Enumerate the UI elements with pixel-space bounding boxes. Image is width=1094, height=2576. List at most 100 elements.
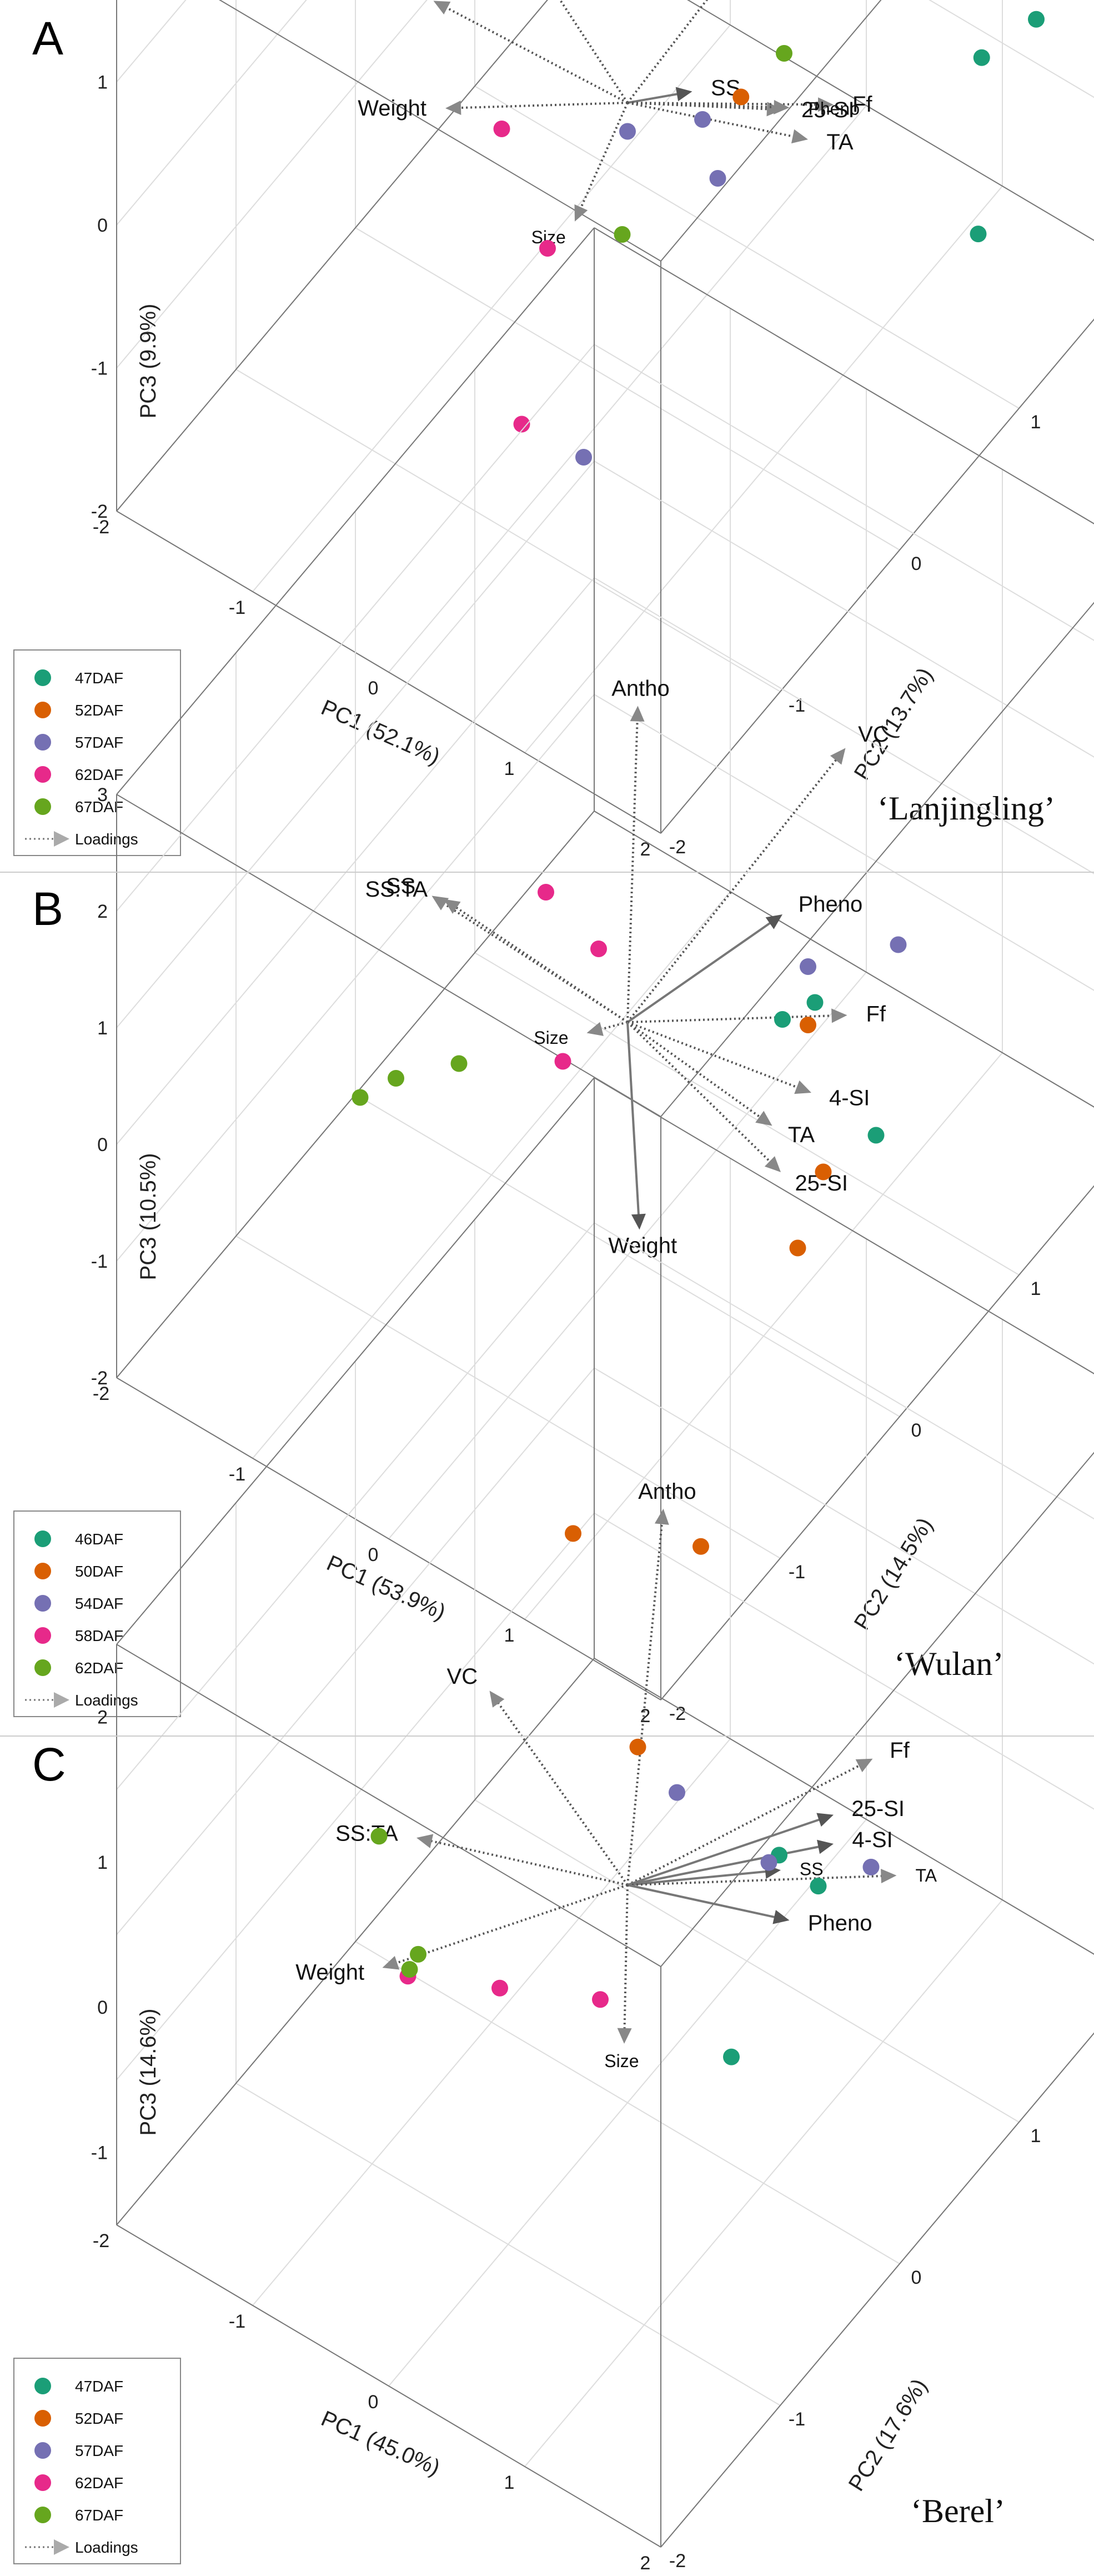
legend-entry: 57DAF <box>75 2442 123 2459</box>
loading-arrow-weight <box>390 1884 628 1966</box>
loading-arrow-ss <box>438 899 629 1023</box>
data-point-67daf <box>370 1828 388 1845</box>
loading-arrowhead <box>382 1955 400 1970</box>
loading-arrow-4-si <box>627 1021 804 1091</box>
pc1-tick-label: -2 <box>93 2230 109 2252</box>
loading-arrow-ta <box>626 1021 766 1122</box>
data-point-47daf <box>810 1878 827 1895</box>
data-point-46daf <box>867 1127 885 1144</box>
loading-label: 25-SI <box>851 1797 905 1821</box>
loading-arrowhead <box>755 1111 772 1126</box>
data-point-62daf <box>592 1991 609 2008</box>
legend-entry: 54DAF <box>75 1595 123 1612</box>
box-edge <box>660 1452 1094 1967</box>
loading-arrowhead <box>881 1868 897 1883</box>
loading-label: Ff <box>852 92 872 117</box>
data-point-67daf <box>401 1961 418 1978</box>
loading-label: SS:TA <box>365 877 428 902</box>
data-point-52daf <box>692 1538 709 1555</box>
legend-marker <box>34 2410 51 2427</box>
pc1-tick-label: 0 <box>368 678 379 699</box>
data-point-50daf <box>800 1017 816 1033</box>
data-point-52daf <box>629 1738 646 1755</box>
data-point-57daf <box>669 1784 685 1801</box>
data-point-46daf <box>806 994 824 1011</box>
data-point-57daf <box>760 1854 777 1871</box>
pc1-tick-label: 2 <box>640 2553 651 2574</box>
loading-arrow-antho <box>626 1517 664 1885</box>
loading-arrow-weight <box>626 1022 640 1221</box>
pc3-tick-label: 1 <box>97 1852 108 1873</box>
loading-label: Weight <box>358 96 426 121</box>
legend-entry: 52DAF <box>75 2410 123 2427</box>
grid-line <box>594 811 1094 1108</box>
data-point-57daf <box>619 123 636 140</box>
legend-loadings-arrowhead <box>54 831 69 847</box>
pc2-tick-label: 0 <box>911 1420 922 1441</box>
box-edge <box>660 0 882 262</box>
loading-arrow-antho <box>626 0 709 104</box>
legend-entry: 67DAF <box>75 798 123 816</box>
loading-arrowhead <box>764 1156 781 1172</box>
box-edge <box>660 1185 1094 1700</box>
grid-line <box>594 577 1094 874</box>
legend-entry: Loadings <box>75 1692 138 1709</box>
pc3-tick-label: 2 <box>97 1707 108 1728</box>
box-edge <box>660 602 1094 1117</box>
data-point-62daf <box>352 1089 369 1106</box>
loading-label: Pheno <box>808 99 860 119</box>
pc2-tick-label: 1 <box>1031 2125 1041 2147</box>
loading-arrowhead <box>831 1008 847 1023</box>
pc1-tick-label: 1 <box>504 1625 515 1646</box>
cultivar-label: ‘Wulan’ <box>894 1645 1004 1682</box>
grid-line <box>355 227 900 551</box>
box-edge <box>218 0 661 262</box>
loading-label: Pheno <box>799 892 863 917</box>
loading-arrow-vc <box>559 0 629 104</box>
loading-label: TA <box>915 1865 937 1885</box>
data-point-62daf <box>450 1055 468 1072</box>
pc3-tick-label: -1 <box>91 1251 108 1272</box>
pc2-tick-label: -1 <box>789 2409 805 2430</box>
loading-arrow-ss <box>627 1869 772 1887</box>
loading-arrowhead <box>631 1213 646 1230</box>
grid-line <box>252 1738 731 2306</box>
panel-c: C ‘Berel’ 210-1-2-2-1012-1012VCAnthoSS:T… <box>13 1077 1094 2574</box>
pc1-axis-label: PC1 (52.1%) <box>318 695 444 769</box>
legend-marker <box>34 766 51 783</box>
pc3-tick-label: 2 <box>97 901 108 922</box>
data-point-67daf <box>410 1945 426 1963</box>
legend-entry: 47DAF <box>75 669 123 687</box>
loading-arrow-weight <box>454 102 628 109</box>
loading-label: Size <box>604 2051 639 2071</box>
data-point-54daf <box>575 449 592 466</box>
box-edge <box>116 227 595 795</box>
data-point-62daf <box>493 121 510 137</box>
pca-3d-plot: 210-1-2-2-1012-2-1012VCAnthoSS:TAWeightS… <box>91 0 1094 860</box>
legend-loadings-arrowhead <box>54 2539 69 2555</box>
pc1-tick-label: 1 <box>504 2472 515 2493</box>
grid-line <box>116 0 307 226</box>
legend-entry: 58DAF <box>75 1627 123 1644</box>
pc2-axis-label: PC2 (17.6%) <box>844 2374 932 2495</box>
legend-entry: 67DAF <box>75 2507 123 2524</box>
pc3-axis-label: PC3 (9.9%) <box>136 304 160 419</box>
pc2-tick-label: 0 <box>911 553 922 574</box>
pc1-tick-label: 2 <box>640 839 651 860</box>
pc1-tick-label: -2 <box>93 517 109 538</box>
loading-label: SS:TA <box>354 0 416 5</box>
loading-label: TA <box>826 130 853 154</box>
pc3-tick-label: 0 <box>97 215 108 236</box>
loading-arrow-ff <box>627 1762 866 1886</box>
loading-label: SS:TA <box>335 1822 398 1846</box>
pc1-tick-label: -1 <box>229 597 245 618</box>
loading-label: Weight <box>295 1960 364 1985</box>
grid-line <box>116 1222 595 1790</box>
loading-label: SS <box>386 874 415 898</box>
legend: 47DAF 52DAF 57DAF 62DAF 67DAF Loadings <box>13 2358 181 2564</box>
legend-marker <box>34 1563 51 1579</box>
pc2-tick-label: -2 <box>669 837 686 858</box>
box-edge <box>660 318 1094 834</box>
grid-line <box>474 1799 1020 2123</box>
loading-arrow-pheno <box>627 1884 781 1920</box>
